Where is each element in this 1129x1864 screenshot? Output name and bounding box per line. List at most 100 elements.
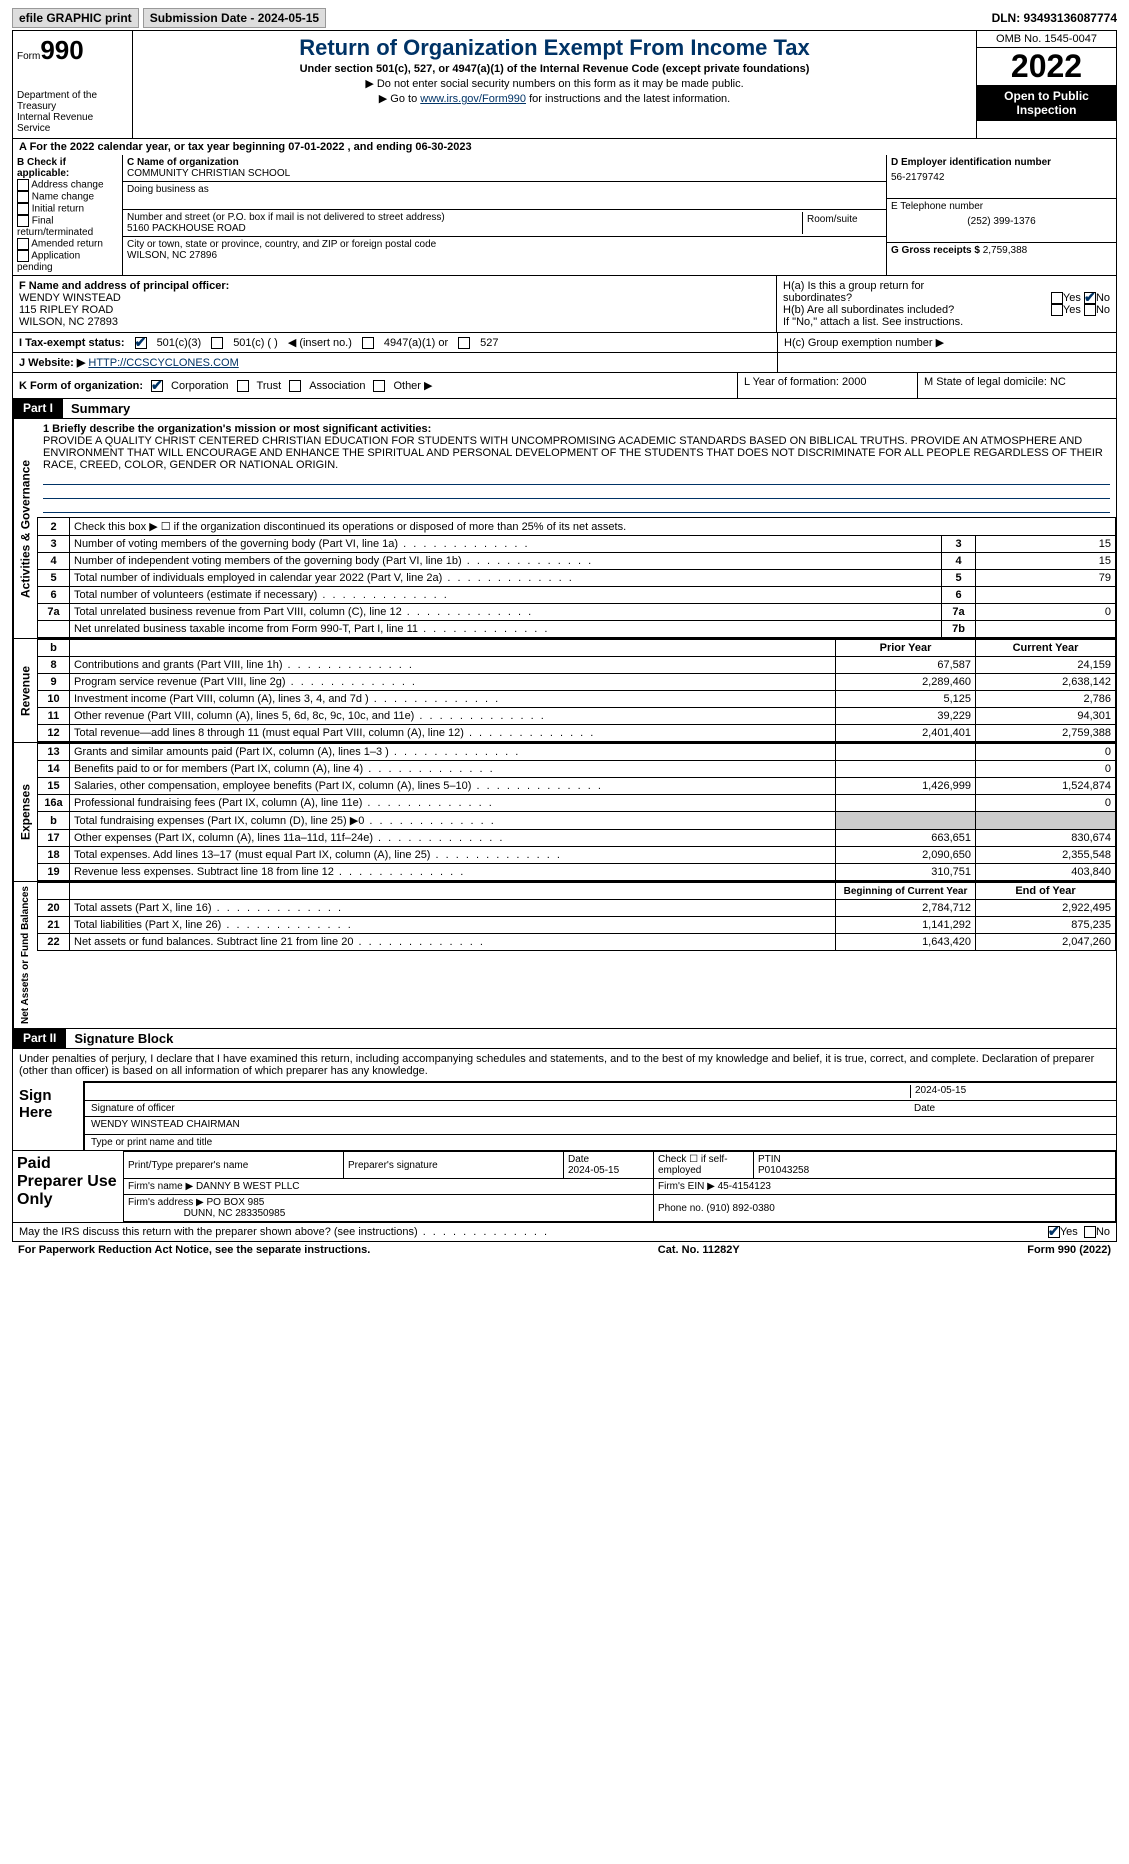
chk-other[interactable] [373,380,385,392]
signature-section: Under penalties of perjury, I declare th… [12,1049,1117,1151]
ha-label: H(a) Is this a group return for [783,280,924,292]
chk-final[interactable] [17,215,29,227]
current-year-header: Current Year [976,640,1116,657]
beg-year-header: Beginning of Current Year [836,883,976,900]
exp-line-19: Revenue less expenses. Subtract line 18 … [70,864,836,881]
exp-prior-19: 310,751 [836,864,976,881]
dba-label: Doing business as [127,184,882,195]
exp-current-16a: 0 [976,795,1116,812]
val7a: 0 [976,604,1116,621]
net-line-22: Net assets or fund balances. Subtract li… [70,934,836,951]
exp-prior-17: 663,651 [836,830,976,847]
inspection-notice: Open to Public Inspection [977,85,1116,121]
form-label: Form [17,51,40,62]
rev-prior-8: 67,587 [836,657,976,674]
footer: For Paperwork Reduction Act Notice, see … [12,1242,1117,1258]
rev-line-8: Contributions and grants (Part VIII, lin… [70,657,836,674]
rev-prior-9: 2,289,460 [836,674,976,691]
chk-501c[interactable] [211,337,223,349]
submission-button[interactable]: Submission Date - 2024-05-15 [143,8,326,28]
chk-initial[interactable] [17,203,29,215]
rev-current-8: 24,159 [976,657,1116,674]
paperwork-notice: For Paperwork Reduction Act Notice, see … [18,1244,370,1256]
officer-name: WENDY WINSTEAD [19,292,770,304]
chk-amended[interactable] [17,238,29,250]
exp-prior-18: 2,090,650 [836,847,976,864]
street-label: Number and street (or P.O. box if mail i… [127,212,802,223]
exp-line-17: Other expenses (Part IX, column (A), lin… [70,830,836,847]
exp-current-18: 2,355,548 [976,847,1116,864]
chk-hb-yes[interactable] [1051,304,1063,316]
chk-name-change[interactable] [17,191,29,203]
line2: Check this box ▶ ☐ if the organization d… [70,518,1116,536]
val4: 15 [976,553,1116,570]
chk-discuss-no[interactable] [1084,1226,1096,1238]
rev-current-11: 94,301 [976,708,1116,725]
top-bar: efile GRAPHIC print Submission Date - 20… [12,8,1117,28]
net-assets-section: Net Assets or Fund Balances Beginning of… [12,882,1117,1029]
section-f-h: F Name and address of principal officer:… [12,276,1117,333]
net-line-20: Total assets (Part X, line 16) [70,900,836,917]
e-phone-label: E Telephone number [891,201,1112,212]
chk-4947[interactable] [362,337,374,349]
firm-ein: 45-4154123 [718,1181,771,1192]
prep-sig-label: Preparer's signature [344,1152,564,1179]
prior-year-header: Prior Year [836,640,976,657]
exp-line-b: Total fundraising expenses (Part IX, col… [70,812,836,830]
exp-current-19: 403,840 [976,864,1116,881]
rev-current-9: 2,638,142 [976,674,1116,691]
chk-hb-no[interactable] [1084,304,1096,316]
omb-number: OMB No. 1545-0047 [977,31,1116,48]
name-title-label: Type or print name and title [91,1137,212,1148]
j-label: J Website: ▶ [19,357,85,369]
firm-phone: (910) 892-0380 [706,1203,774,1214]
line6: Total number of volunteers (estimate if … [70,587,942,604]
chk-addr-change[interactable] [17,179,29,191]
net-beg-21: 1,141,292 [836,917,976,934]
firm-name: DANNY B WEST PLLC [196,1181,300,1192]
discuss-row: May the IRS discuss this return with the… [12,1223,1117,1242]
form-note1: ▶ Do not enter social security numbers o… [137,77,972,90]
e-phone-value: (252) 399-1376 [891,216,1112,227]
vert-net: Net Assets or Fund Balances [13,882,37,1028]
chk-ha-no[interactable] [1084,292,1096,304]
chk-assoc[interactable] [289,380,301,392]
officer-addr1: 115 RIPLEY ROAD [19,304,770,316]
rev-prior-10: 5,125 [836,691,976,708]
room-label: Room/suite [802,212,882,234]
chk-discuss-yes[interactable] [1048,1226,1060,1238]
exp-line-18: Total expenses. Add lines 13–17 (must eq… [70,847,836,864]
efile-button[interactable]: efile GRAPHIC print [12,8,139,28]
cat-number: Cat. No. 11282Y [658,1244,740,1256]
m-state: M State of legal domicile: NC [917,373,1117,399]
chk-501c3[interactable] [135,337,147,349]
rev-prior-11: 39,229 [836,708,976,725]
org-name: COMMUNITY CHRISTIAN SCHOOL [127,168,882,179]
row-a-calendar-year: A For the 2022 calendar year, or tax yea… [12,139,1117,155]
i-label: I Tax-exempt status: [19,337,125,349]
irs-link[interactable]: www.irs.gov/Form990 [420,93,526,105]
officer-addr2: WILSON, NC 27893 [19,316,770,328]
form-header: Form990 Department of the Treasury Inter… [12,30,1117,139]
website-link[interactable]: HTTP://CCSCYCLONES.COM [88,357,238,369]
self-employed-check: Check ☐ if self-employed [654,1152,754,1179]
chk-trust[interactable] [237,380,249,392]
chk-corp[interactable] [151,380,163,392]
g-gross-value: 2,759,388 [983,245,1028,256]
exp-line-15: Salaries, other compensation, employee b… [70,778,836,795]
part2-header: Part II Signature Block [12,1029,1117,1049]
form-subtitle: Under section 501(c), 527, or 4947(a)(1)… [137,63,972,75]
chk-ha-yes[interactable] [1051,292,1063,304]
l-year-formation: L Year of formation: 2000 [737,373,917,399]
rev-current-10: 2,786 [976,691,1116,708]
exp-line-13: Grants and similar amounts paid (Part IX… [70,744,836,761]
val7b [976,621,1116,638]
section-b-c-d: B Check if applicable: Address change Na… [12,155,1117,276]
officer-name-title: WENDY WINSTEAD CHAIRMAN [91,1119,240,1132]
d-ein-value: 56-2179742 [891,172,1112,183]
chk-527[interactable] [458,337,470,349]
line4: Number of independent voting members of … [70,553,942,570]
firm-addr2: DUNN, NC 283350985 [184,1208,286,1219]
chk-pending[interactable] [17,250,29,262]
exp-current-14: 0 [976,761,1116,778]
